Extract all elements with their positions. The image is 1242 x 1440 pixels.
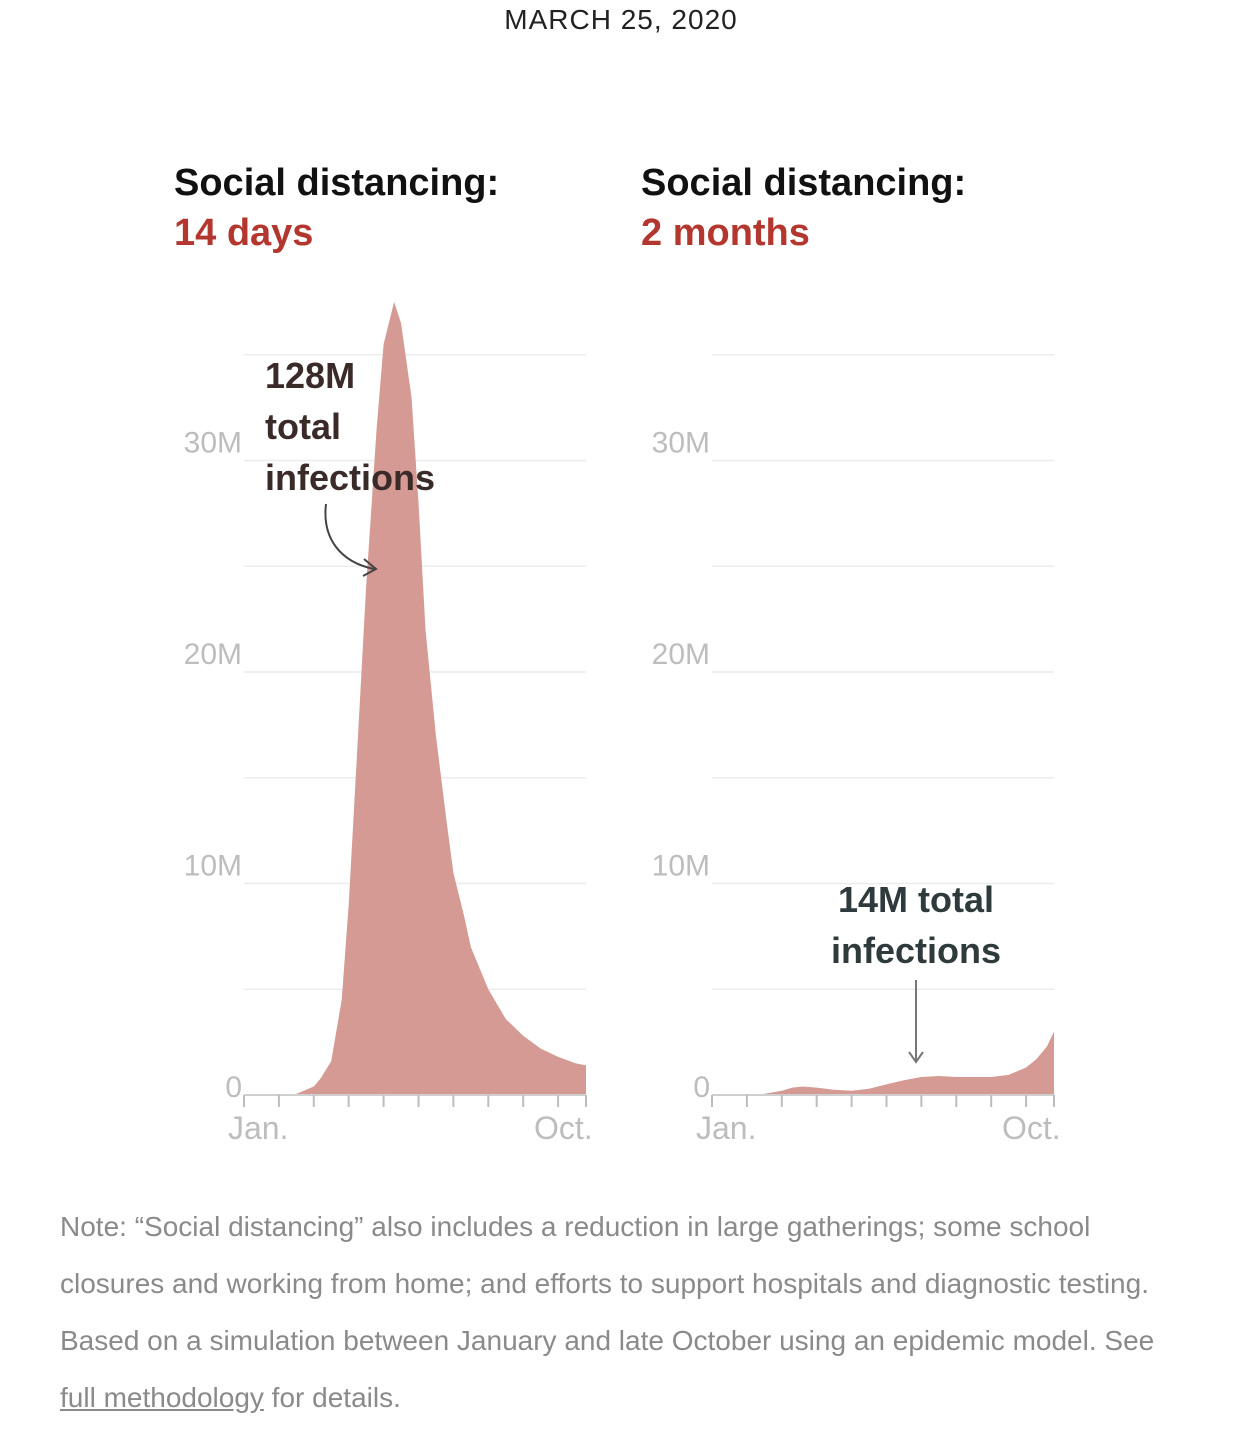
x-tick-label: Jan. xyxy=(228,1110,288,1146)
annotation-label: 14M total xyxy=(838,879,994,920)
chart-subtitle: 2 months xyxy=(641,212,810,254)
chart-right: 0 10M 20M 30M Jan. Oct. 14M total infections xyxy=(652,354,1061,1146)
annotation-arrowhead xyxy=(908,1051,924,1064)
y-tick-label: 20M xyxy=(652,638,710,671)
note-text-end: for details. xyxy=(263,1382,401,1413)
note-text: Note: “Social distancing” also includes … xyxy=(60,1211,1155,1356)
x-tick-label: Jan. xyxy=(696,1110,756,1146)
chart-title-right: Social distancing: 2 months xyxy=(641,158,966,258)
chart-title: Social distancing: xyxy=(174,162,500,204)
chart-title-left: Social distancing: 14 days xyxy=(174,158,499,258)
infections-area xyxy=(712,1031,1054,1095)
annotation-arrow xyxy=(324,503,375,570)
chart-subtitle: 14 days xyxy=(174,212,314,254)
dateline: MARCH 25, 2020 xyxy=(504,4,738,35)
chart-note: Note: “Social distancing” also includes … xyxy=(60,1198,1180,1426)
methodology-link[interactable]: full methodology xyxy=(60,1382,264,1413)
chart-left: 0 10M 20M 30M Jan. Oct. 128M total infections xyxy=(184,301,593,1146)
infections-area xyxy=(244,301,586,1095)
y-tick-label: 10M xyxy=(184,850,242,883)
annotation-arrowhead xyxy=(362,558,378,577)
annotation-label: infections xyxy=(831,930,1001,971)
annotation-label: total xyxy=(265,406,341,447)
y-tick-label: 20M xyxy=(184,638,242,671)
x-tick-label: Oct. xyxy=(534,1110,593,1146)
annotation-label: 128M xyxy=(265,355,355,396)
x-tick-label: Oct. xyxy=(1002,1110,1061,1146)
y-tick-label: 0 xyxy=(693,1071,710,1104)
y-tick-label: 30M xyxy=(184,427,242,460)
annotation-label: infections xyxy=(265,457,435,498)
y-tick-label: 10M xyxy=(652,850,710,883)
y-tick-label: 30M xyxy=(652,427,710,460)
y-tick-label: 0 xyxy=(225,1071,242,1104)
chart-title: Social distancing: xyxy=(641,162,967,204)
